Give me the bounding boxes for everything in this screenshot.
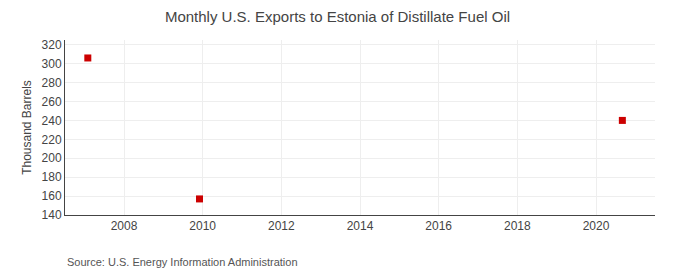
svg-text:2018: 2018 (504, 219, 531, 233)
svg-text:280: 280 (42, 76, 62, 90)
svg-text:240: 240 (42, 114, 62, 128)
svg-text:260: 260 (42, 95, 62, 109)
svg-text:140: 140 (42, 208, 62, 222)
svg-text:2014: 2014 (347, 219, 374, 233)
svg-text:Source: U.S. Energy Informatio: Source: U.S. Energy Information Administ… (67, 256, 298, 268)
svg-text:Monthly U.S. Exports to Estoni: Monthly U.S. Exports to Estonia of Disti… (165, 8, 510, 25)
svg-text:300: 300 (42, 57, 62, 71)
svg-text:Thousand Barrels: Thousand Barrels (20, 80, 34, 175)
svg-text:2020: 2020 (583, 219, 610, 233)
svg-text:160: 160 (42, 189, 62, 203)
svg-text:2012: 2012 (268, 219, 295, 233)
svg-text:220: 220 (42, 133, 62, 147)
svg-text:2016: 2016 (425, 219, 452, 233)
svg-text:2010: 2010 (189, 219, 216, 233)
svg-text:2008: 2008 (111, 219, 138, 233)
svg-text:320: 320 (42, 38, 62, 52)
svg-text:180: 180 (42, 170, 62, 184)
svg-text:200: 200 (42, 151, 62, 165)
